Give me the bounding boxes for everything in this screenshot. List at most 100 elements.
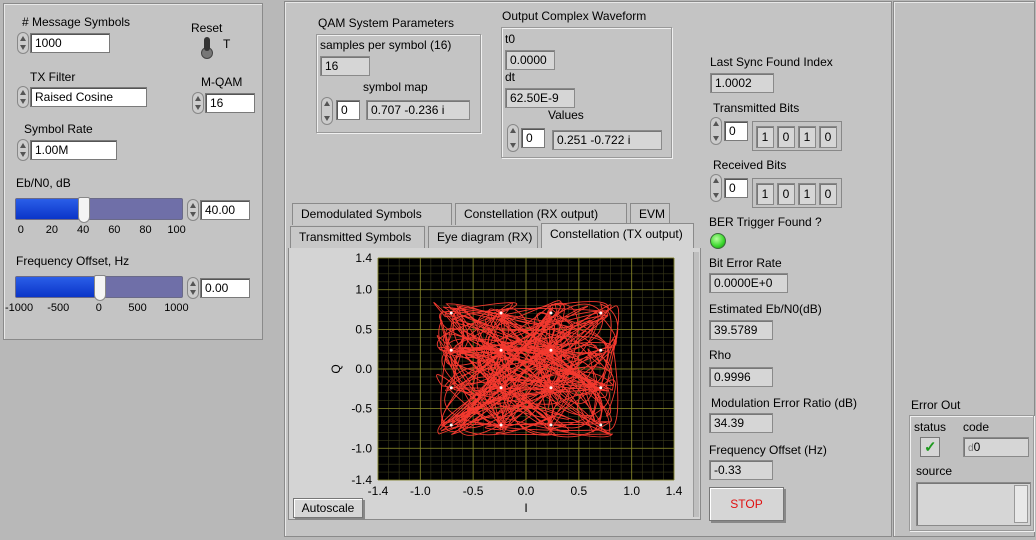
sync-indicator: 1.0002 xyxy=(710,73,774,93)
rx-bits-spinner[interactable] xyxy=(710,174,722,202)
rho-label: Rho xyxy=(709,348,732,362)
symbol-map-value: 0.707 -0.236 i xyxy=(366,100,470,120)
check-icon: ✓ xyxy=(924,439,937,456)
tab-evm[interactable]: EVM xyxy=(630,203,670,225)
stop-button[interactable]: STOP xyxy=(709,487,784,521)
rx-bit-0: 1 xyxy=(756,183,774,205)
freq-offset-slider-thumb[interactable] xyxy=(94,275,106,301)
tx-bits-label: Transmitted Bits xyxy=(713,101,800,115)
ebno-input[interactable]: 40.00 xyxy=(200,200,250,220)
error-status-indicator: ✓ xyxy=(920,437,940,457)
slider-tick-label: 1000 xyxy=(164,302,189,314)
tx-bit-0: 1 xyxy=(756,126,774,148)
tab-scrollbar[interactable] xyxy=(693,252,699,517)
mqam-spinner[interactable] xyxy=(192,92,204,114)
symbol-map-label: symbol map xyxy=(363,80,428,94)
slider-tick-label: 20 xyxy=(45,224,59,236)
freq-offset-slider-fill xyxy=(16,277,100,297)
freq-offset-input[interactable]: 0.00 xyxy=(200,278,250,298)
values-value: 0.251 -0.722 i xyxy=(552,130,662,150)
tab-transmitted-symbols[interactable]: Transmitted Symbols xyxy=(290,226,425,248)
t0-indicator: 0.0000 xyxy=(505,50,555,70)
constellation-point xyxy=(599,423,603,427)
est-ebno-indicator: 39.5789 xyxy=(709,320,773,340)
x-axis-label: I xyxy=(524,501,527,515)
freq-offset-slider[interactable] xyxy=(15,275,183,301)
constellation-point xyxy=(599,348,603,352)
constellation-point xyxy=(449,311,453,315)
error-status-label: status xyxy=(914,420,947,434)
reset-toggle-switch[interactable] xyxy=(200,37,214,61)
x-tick-label: 0.5 xyxy=(571,484,588,498)
msg-symbols-label: # Message Symbols xyxy=(22,15,131,29)
tx-bits-index-input[interactable]: 0 xyxy=(724,121,748,141)
ebno-label: Eb/N0, dB xyxy=(16,176,71,190)
constellation-point xyxy=(549,386,553,390)
x-tick-label: 0.0 xyxy=(518,484,535,498)
error-source-scrollbar[interactable] xyxy=(1014,485,1028,523)
tab-constellation-rx[interactable]: Constellation (RX output) xyxy=(455,203,627,225)
slider-tick-label: 0 xyxy=(95,302,102,314)
tab-demodulated-symbols[interactable]: Demodulated Symbols xyxy=(292,203,452,225)
waveform-cluster xyxy=(501,27,672,158)
ber-indicator: 0.0000E+0 xyxy=(709,273,788,293)
tx-filter-spinner[interactable] xyxy=(17,86,29,108)
y-tick-label: -1.4 xyxy=(351,473,372,487)
reset-label: Reset xyxy=(191,21,223,35)
rho-indicator: 0.9996 xyxy=(709,367,773,387)
symbol-map-index-input[interactable]: 0 xyxy=(336,100,360,120)
est-ebno-label: Estimated Eb/N0(dB) xyxy=(709,302,822,316)
constellation-point xyxy=(449,386,453,390)
tab-eye-diagram[interactable]: Eye diagram (RX) xyxy=(428,226,538,248)
slider-tick-label: 0 xyxy=(17,224,24,236)
rx-bit-2: 1 xyxy=(798,183,816,205)
msg-symbols-input[interactable]: 1000 xyxy=(30,33,110,53)
constellation-point xyxy=(449,423,453,427)
ebno-slider[interactable] xyxy=(15,197,183,223)
rx-bits-index-input[interactable]: 0 xyxy=(724,178,748,198)
constellation-point xyxy=(549,423,553,427)
values-label: Values xyxy=(548,108,584,122)
error-source-indicator xyxy=(916,482,1031,526)
error-out-title: Error Out xyxy=(911,398,961,412)
slider-tick-label: 40 xyxy=(77,224,90,236)
tx-filter-select[interactable]: Raised Cosine xyxy=(30,87,147,107)
slider-tick-label: 60 xyxy=(108,224,121,236)
rx-bits-array xyxy=(752,178,842,208)
rx-bit-1: 0 xyxy=(777,183,795,205)
fo-label: Frequency Offset (Hz) xyxy=(709,443,827,457)
mqam-input[interactable]: 16 xyxy=(205,93,255,113)
tx-bits-spinner[interactable] xyxy=(710,117,722,145)
constellation-point xyxy=(499,423,503,427)
symbol-rate-input[interactable]: 1.00M xyxy=(30,140,117,160)
ber-trigger-led xyxy=(710,233,726,249)
symbol-map-index-spinner[interactable] xyxy=(321,97,333,125)
error-source-label: source xyxy=(916,464,953,478)
t0-label: t0 xyxy=(505,32,516,46)
constellation-point xyxy=(499,386,503,390)
slider-tick-label: 100 xyxy=(167,224,186,236)
y-tick-label: 0.0 xyxy=(355,362,372,376)
mqam-label: M-QAM xyxy=(201,75,243,89)
error-code-value: 0 xyxy=(973,440,981,454)
slider-tick-label: 80 xyxy=(139,224,152,236)
freq-offset-spinner[interactable] xyxy=(187,277,199,299)
values-index-spinner[interactable] xyxy=(507,124,519,152)
rx-bits-label: Received Bits xyxy=(713,158,787,172)
error-code-radix: d xyxy=(968,443,974,454)
ebno-spinner[interactable] xyxy=(187,199,199,221)
x-tick-label: -1.0 xyxy=(410,484,431,498)
mer-label: Modulation Error Ratio (dB) xyxy=(711,396,858,410)
ebno-slider-thumb[interactable] xyxy=(78,197,91,223)
values-index-input[interactable]: 0 xyxy=(521,128,545,148)
signal-trajectory xyxy=(433,300,620,438)
sps-indicator: 16 xyxy=(320,56,370,76)
freq-offset-label: Frequency Offset, Hz xyxy=(16,254,130,268)
msg-symbols-spinner[interactable] xyxy=(17,32,29,54)
symbol-rate-label: Symbol Rate xyxy=(24,122,93,136)
autoscale-button[interactable]: Autoscale xyxy=(293,498,363,518)
tab-constellation-tx[interactable]: Constellation (TX output) xyxy=(541,223,694,248)
ber-trigger-label: BER Trigger Found ? xyxy=(709,215,822,229)
symbol-rate-spinner[interactable] xyxy=(17,139,29,161)
ber-label: Bit Error Rate xyxy=(709,256,782,270)
